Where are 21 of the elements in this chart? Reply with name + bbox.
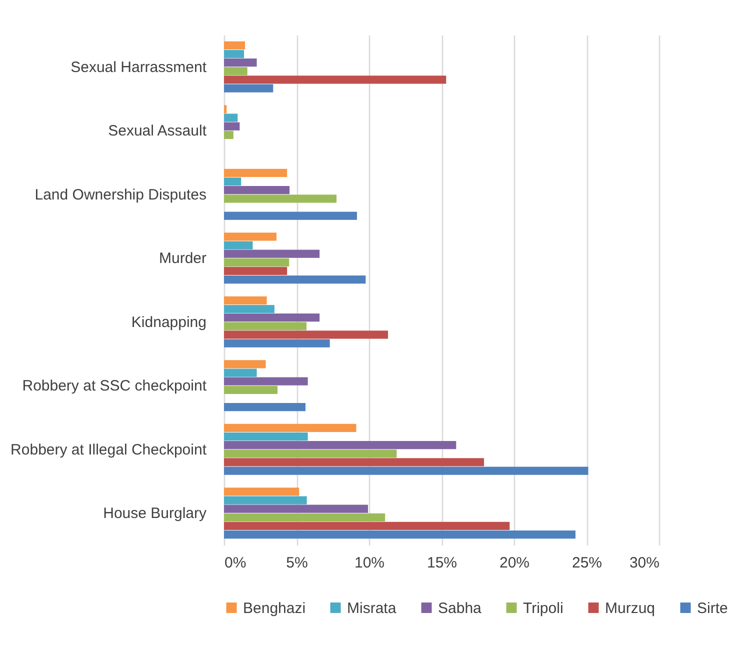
y-tick-label: Kidnapping	[131, 314, 206, 331]
x-tick-label: 25%	[572, 554, 602, 572]
x-tick-label: 10%	[354, 554, 385, 572]
y-tick-label: Land Ownership Disputes	[34, 186, 206, 204]
x-tick-label: 20%	[499, 554, 530, 572]
legend-label: Murzuq	[605, 600, 656, 617]
legend-label: Sabha	[438, 600, 482, 617]
x-tick-label: 0%	[224, 554, 246, 572]
y-tick-label: Sexual Harrassment	[70, 58, 208, 76]
y-tick-label: Sexual Assault	[108, 122, 208, 140]
legend-label: Tripoli	[523, 600, 564, 617]
y-tick-label: Murder	[158, 250, 206, 268]
y-tick-label: House Burglary	[103, 505, 207, 522]
x-tick-label: 30%	[629, 554, 660, 572]
y-tick-label: Robbery at Illegal Checkpoint	[10, 441, 208, 458]
y-tick-label: Robbery at SSC checkpoint	[22, 378, 208, 395]
legend-label: Sirte	[697, 600, 728, 617]
legend-label: Benghazi	[243, 600, 306, 617]
x-tick-label: 5%	[286, 554, 308, 572]
x-tick-label: 15%	[426, 554, 458, 572]
legend-label: Misrata	[347, 600, 397, 617]
